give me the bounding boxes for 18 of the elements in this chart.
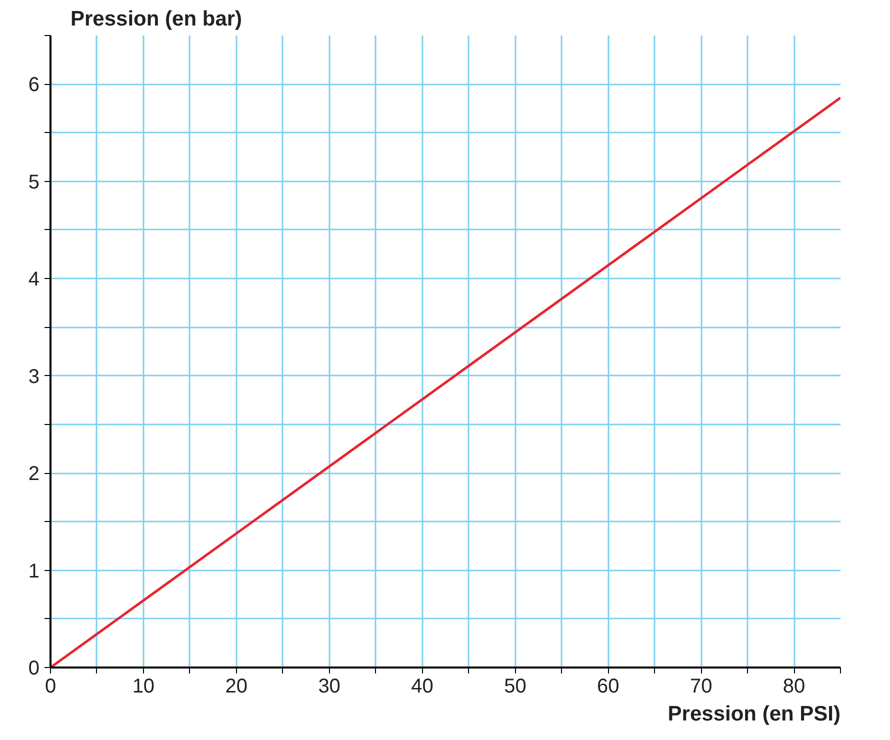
x-tick-label: 20 — [225, 676, 248, 698]
x-tick-label: 10 — [132, 676, 155, 698]
y-tick-label: 2 — [28, 463, 40, 486]
x-tick-label: 60 — [597, 676, 620, 698]
y-tick-label: 5 — [28, 171, 40, 194]
x-tick-label: 0 — [44, 676, 56, 698]
y-tick-label: 0 — [28, 658, 40, 680]
x-tick-label: 50 — [504, 676, 526, 698]
x-axis-title: Pression (en PSI) — [668, 702, 840, 726]
y-tick-label: 3 — [28, 366, 40, 388]
y-axis-title: Pression (en bar) — [70, 8, 242, 30]
x-tick-label: 80 — [782, 676, 806, 698]
x-tick-label: 40 — [411, 676, 434, 698]
x-tick-label: 30 — [318, 676, 340, 698]
y-tick-label: 4 — [28, 268, 40, 291]
x-tick-label: 70 — [690, 676, 712, 698]
y-tick-label: 1 — [28, 560, 40, 582]
y-tick-label: 6 — [28, 74, 40, 96]
